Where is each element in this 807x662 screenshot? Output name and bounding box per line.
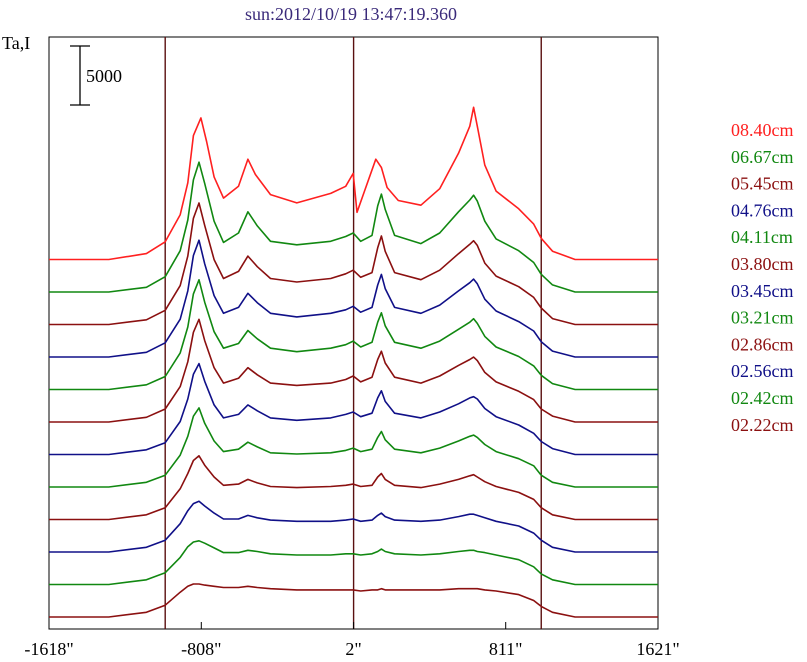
x-tick-label: -1618"	[24, 639, 73, 659]
x-axis-ticks	[48, 622, 659, 629]
series-line	[49, 583, 658, 618]
x-axis-tick-labels: -1618" -808" 2" 811" 1621"	[24, 639, 679, 659]
legend-item: 04.76cm	[731, 200, 794, 220]
legend-item: 02.22cm	[731, 415, 794, 435]
y-axis-label: Ta,I	[2, 33, 30, 53]
legend: 08.40cm 06.67cm 05.45cm 04.76cm 04.11cm 03.80…	[731, 120, 794, 435]
legend-item: 02.42cm	[731, 388, 794, 408]
legend-item: 05.45cm	[731, 174, 794, 194]
legend-item: 02.56cm	[731, 361, 794, 381]
series-line	[49, 362, 658, 456]
legend-item: 02.86cm	[731, 334, 794, 354]
series-line	[49, 407, 658, 488]
scale-bar-label: 5000	[86, 66, 122, 86]
series-line	[49, 278, 658, 391]
vertical-marker-lines	[164, 37, 542, 629]
series-line	[49, 318, 658, 423]
series-line	[49, 500, 658, 553]
x-tick-label: 1621"	[636, 639, 679, 659]
series-line	[49, 202, 658, 326]
chart-title: sun:2012/10/19 13:47:19.360	[245, 4, 457, 24]
legend-item: 03.80cm	[731, 254, 794, 274]
legend-item: 06.67cm	[731, 147, 794, 167]
legend-item: 03.21cm	[731, 308, 794, 328]
series-line	[49, 454, 658, 521]
series-line	[49, 161, 658, 293]
series-lines	[49, 106, 658, 618]
legend-item: 08.40cm	[731, 120, 794, 140]
legend-item: 04.11cm	[731, 227, 793, 247]
x-tick-label: -808"	[181, 639, 221, 659]
x-tick-label: 2"	[345, 639, 361, 659]
x-tick-label: 811"	[489, 639, 523, 659]
series-line	[49, 106, 658, 261]
legend-item: 03.45cm	[731, 281, 794, 301]
series-line	[49, 239, 658, 358]
series-line	[49, 539, 658, 586]
scale-bar: 5000	[70, 45, 122, 106]
